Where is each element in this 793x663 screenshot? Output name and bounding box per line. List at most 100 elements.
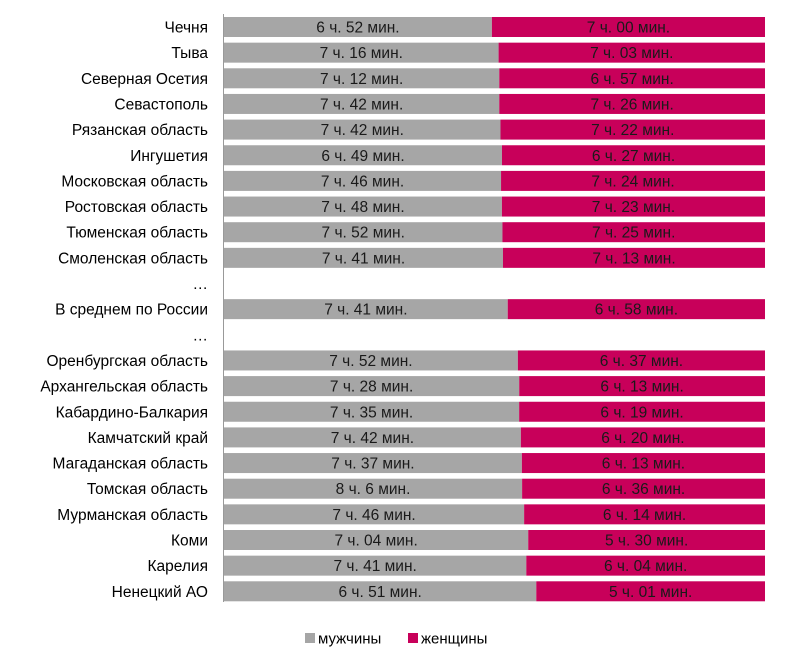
data-label-men: 7 ч. 42 мин.: [320, 96, 403, 113]
data-label-women: 7 ч. 00 мин.: [587, 20, 670, 37]
data-label-women: 7 ч. 25 мин.: [592, 225, 675, 242]
bar-segment-men: [224, 93, 500, 114]
data-label-men: 6 ч. 51 мин.: [338, 584, 421, 601]
data-label-women: 7 ч. 26 мин.: [590, 96, 673, 113]
bar-segment-women: [499, 68, 765, 89]
data-label-men: 8 ч. 6 мин.: [336, 481, 411, 498]
bar-segment-women: [498, 42, 765, 63]
data-label-men: 7 ч. 46 мин.: [332, 507, 415, 524]
category-label: Московская область: [61, 173, 208, 190]
legend-label-women: женщины: [421, 631, 487, 648]
bar-segment-women: [526, 555, 765, 576]
bar-segment-men: [224, 376, 520, 397]
bar-segment-women: [519, 376, 765, 397]
bar-segment-men: [224, 555, 527, 576]
legend-label-men: мужчины: [318, 631, 381, 648]
bars-layer: 6 ч. 52 мин. 7 ч. 00 мин. 7 ч. 16 мин. 7 ч.…: [224, 17, 765, 602]
data-label-women: 7 ч. 23 мин.: [592, 199, 675, 216]
bar-segment-women: [491, 17, 765, 37]
category-label: Рязанская область: [72, 122, 208, 139]
bar-segment-men: [224, 453, 522, 474]
data-label-men: 7 ч. 52 мин.: [329, 353, 412, 370]
bar-segment-women: [501, 145, 765, 166]
category-label: В среднем по России: [55, 302, 208, 319]
data-label-women: 6 ч. 27 мин.: [592, 148, 675, 165]
bar-segment-women: [502, 247, 765, 268]
category-label: Магаданская область: [53, 456, 208, 473]
bar-segment-women: [528, 530, 765, 550]
category-label: Ростовская область: [65, 199, 208, 216]
category-label: Ингушетия: [130, 148, 208, 165]
category-label: Томская область: [87, 481, 208, 498]
category-label: Коми: [171, 533, 208, 550]
data-label-men: 7 ч. 42 мин.: [321, 122, 404, 139]
category-label: Северная Осетия: [81, 71, 208, 88]
legend-swatch-women: [408, 633, 418, 643]
data-label-women: 7 ч. 13 мин.: [592, 250, 675, 267]
data-label-men: 7 ч. 35 мин.: [330, 404, 413, 421]
bar-segment-women: [501, 170, 765, 191]
category-label: Ненецкий АО: [112, 584, 208, 601]
category-label: Чечня: [165, 20, 208, 37]
data-label-women: 7 ч. 22 мин.: [591, 122, 674, 139]
bar-segment-women: [524, 504, 765, 525]
legend-swatch-men: [305, 633, 315, 643]
bar-segment-women: [507, 299, 765, 320]
bar-segment-men: [224, 581, 537, 602]
data-label-women: 7 ч. 03 мин.: [590, 45, 673, 62]
data-label-men: 7 ч. 28 мин.: [330, 379, 413, 396]
data-label-men: 7 ч. 37 мин.: [331, 456, 414, 473]
data-label-women: 6 ч. 36 мин.: [602, 481, 685, 498]
bar-segment-women: [520, 427, 765, 448]
bar-segment-women: [521, 453, 765, 474]
data-label-men: 6 ч. 49 мин.: [321, 148, 404, 165]
data-label-men: 7 ч. 52 мин.: [322, 225, 405, 242]
bar-segment-men: [224, 530, 529, 550]
bar-segment-women: [522, 478, 765, 499]
data-label-women: 6 ч. 13 мин.: [600, 379, 683, 396]
data-label-men: 7 ч. 12 мин.: [320, 71, 403, 88]
data-label-women: 6 ч. 20 мин.: [601, 430, 684, 447]
bar-segment-men: [224, 222, 503, 243]
bar-segment-men: [224, 299, 508, 320]
category-label: Мурманская область: [57, 507, 208, 524]
category-label: Смоленская область: [58, 250, 208, 267]
data-label-men: 7 ч. 41 мин.: [324, 302, 407, 319]
bar-segment-men: [224, 119, 501, 140]
bar-segment-men: [224, 427, 521, 448]
bar-segment-men: [224, 17, 492, 37]
bar-segment-men: [224, 478, 523, 499]
data-label-men: 7 ч. 04 мин.: [334, 533, 417, 550]
category-label: Тыва: [171, 45, 208, 62]
bar-segment-men: [224, 145, 502, 166]
bar-segment-men: [224, 42, 499, 63]
category-label: Севастополь: [114, 96, 208, 113]
category-labels: Чечня Тыва Северная Осетия Севастополь Рязан…: [40, 20, 208, 601]
bar-segment-men: [224, 196, 502, 217]
category-label: Карелия: [148, 558, 208, 575]
bar-segment-men: [224, 247, 503, 268]
data-label-women: 6 ч. 14 мин.: [603, 507, 686, 524]
data-label-men: 7 ч. 41 мин.: [322, 250, 405, 267]
data-label-men: 7 ч. 16 мин.: [320, 45, 403, 62]
bar-segment-women: [501, 196, 765, 217]
bar-segment-women: [517, 350, 765, 371]
bar-segment-women: [500, 119, 765, 140]
category-label: Архангельская область: [40, 379, 208, 396]
bar-segment-women: [502, 222, 765, 243]
bar-segment-women: [536, 581, 765, 602]
data-label-women: 6 ч. 57 мин.: [590, 71, 673, 88]
data-label-women: 5 ч. 30 мин.: [605, 533, 688, 550]
data-label-men: 7 ч. 41 мин.: [333, 558, 416, 575]
data-label-women: 5 ч. 01 мин.: [609, 584, 692, 601]
category-label: Кабардино-Балкария: [56, 404, 208, 421]
data-label-men: 7 ч. 46 мин.: [321, 173, 404, 190]
data-label-women: 6 ч. 13 мин.: [602, 456, 685, 473]
ellipsis-label: …: [193, 276, 209, 293]
data-label-women: 6 ч. 37 мин.: [600, 353, 683, 370]
data-label-men: 6 ч. 52 мин.: [316, 20, 399, 37]
bar-segment-women: [499, 93, 765, 114]
bar-segment-women: [519, 401, 765, 422]
bar-segment-men: [224, 68, 500, 89]
